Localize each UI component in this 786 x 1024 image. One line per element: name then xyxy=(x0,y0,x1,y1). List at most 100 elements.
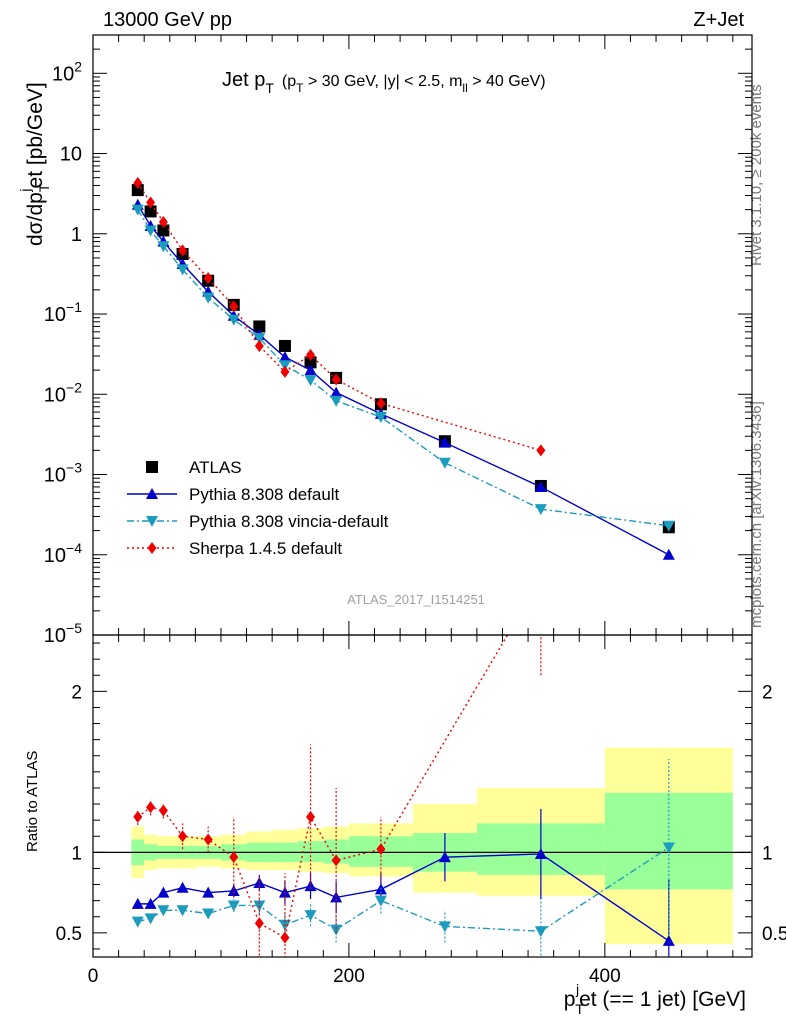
stat-uncertainty-band xyxy=(604,792,733,890)
pythia-8-308-default-ratio-point xyxy=(304,880,317,892)
pythia-8-308-vincia-default-ratio-point xyxy=(157,905,170,917)
pythia-8-308-default-ratio-point xyxy=(438,851,451,863)
pythia-8-308-vincia-default-ratio-point xyxy=(227,900,240,912)
ratio-y-tick-label-left: 0.5 xyxy=(56,924,82,945)
pythia-8-308-vincia-default-point xyxy=(144,225,157,237)
x-tick-label: 400 xyxy=(589,966,621,987)
pythia-8-308-vincia-default-point xyxy=(662,520,675,532)
pythia-8-308-default-ratio-point xyxy=(176,881,189,893)
sherpa-1-4-5-default-point xyxy=(146,196,156,209)
sherpa-1-4-5-default-point xyxy=(203,272,213,285)
pythia-8-308-vincia-default-point xyxy=(374,412,387,424)
plot-title-cond-open: (p xyxy=(282,73,296,90)
legend: ATLAS Pythia 8.308 default Pythia 8.308 vi… xyxy=(127,458,389,558)
sherpa-1-4-5-default-ratio-point xyxy=(203,833,213,846)
legend-marker-sherpa-1-4-5-default xyxy=(147,542,157,554)
x-axis-label-sup: j xyxy=(575,981,579,997)
legend-marker-pythia-8-308-default xyxy=(146,488,158,499)
plot-title: Jet pT (pT > 30 GeV, |y| < 2.5, mll > 40 … xyxy=(222,69,546,96)
mcplots-label: mcplots.cern.ch [arXiv:1306.3436] xyxy=(748,401,765,628)
sherpa-1-4-5-default-ratio-point xyxy=(331,854,341,867)
ratio-uncertainty-bands xyxy=(131,747,733,945)
pythia-8-308-default-ratio-point xyxy=(157,886,170,898)
sherpa-1-4-5-default-point xyxy=(536,444,546,457)
plot-title-cond-sub: T xyxy=(296,81,304,95)
pythia-8-308-vincia-default-line xyxy=(137,209,669,527)
sherpa-1-4-5-default-point xyxy=(178,244,188,257)
process-label: Z+Jet xyxy=(693,9,744,31)
plot-title-sub: T xyxy=(265,80,274,96)
pythia-8-308-vincia-default-point xyxy=(131,204,144,216)
sherpa-1-4-5-default-point xyxy=(158,216,168,229)
plot-title-cond-rest: > 30 GeV, |y| < 2.5, m xyxy=(304,73,463,90)
ratio-y-tick-label-left: 2 xyxy=(71,682,82,703)
pythia-8-308-vincia-default-ratio-point xyxy=(202,908,215,920)
y-tick-label: 10−5 xyxy=(44,620,82,647)
x-tick-label: 200 xyxy=(333,966,365,987)
legend-label-sherpa-1-4-5-default: Sherpa 1.4.5 default xyxy=(189,539,342,558)
sherpa-1-4-5-default-point xyxy=(229,300,239,313)
atlas-point xyxy=(157,224,170,237)
pythia-8-308-vincia-default-point xyxy=(202,292,215,304)
pythia-8-308-default-ratio-point xyxy=(131,897,144,909)
y-tick-label: 10−4 xyxy=(44,540,82,567)
sherpa-1-4-5-default-ratio-point xyxy=(229,851,239,864)
atlas-point xyxy=(278,339,291,352)
ratio-y-tick-label-left: 1 xyxy=(71,843,82,864)
pythia-8-308-vincia-default-ratio-point xyxy=(534,926,547,938)
pythia-8-308-vincia-default-ratio-point xyxy=(374,895,387,907)
main-y-axis-label-sub: T xyxy=(36,183,52,192)
y-tick-label: 10−2 xyxy=(44,379,82,406)
main-panel-data xyxy=(131,176,675,560)
sherpa-1-4-5-default-ratio-point xyxy=(306,810,316,823)
pythia-8-308-vincia-default-point xyxy=(157,241,170,253)
legend-marker-atlas xyxy=(146,461,158,473)
main-y-axis-label-b: et [pb/GeV] xyxy=(24,82,47,188)
pythia-8-308-vincia-default-point xyxy=(253,333,266,345)
sherpa-1-4-5-default-ratio-point xyxy=(254,917,264,930)
pythia-8-308-default-point xyxy=(662,548,675,560)
sherpa-1-4-5-default-ratio-point xyxy=(280,931,290,944)
pythia-8-308-default-point xyxy=(304,364,317,376)
rivet-version-label: Rivet 3.1.10, ≥ 200k events xyxy=(748,84,765,266)
pythia-8-308-vincia-default-point xyxy=(176,264,189,276)
main-y-axis-label-a: dσ/dp xyxy=(24,192,47,246)
pythia-8-308-default-point xyxy=(278,351,291,363)
sherpa-1-4-5-default-point xyxy=(280,365,290,378)
y-tick-label: 10−3 xyxy=(44,460,82,487)
main-y-axis-label: dσ/dpTjet [pb/GeV] xyxy=(17,82,52,246)
sherpa-1-4-5-default-ratio-point xyxy=(146,801,156,814)
sherpa-1-4-5-default-ratio-point xyxy=(536,573,545,585)
sherpa-1-4-5-default-ratio-line xyxy=(137,635,509,939)
legend-label-atlas: ATLAS xyxy=(189,458,242,477)
ratio-y-tick-label-right: 1 xyxy=(762,843,773,864)
pythia-8-308-vincia-default-ratio-point xyxy=(176,905,189,917)
pythia-8-308-vincia-default-point xyxy=(304,375,317,387)
x-axis-label-sub: T xyxy=(575,1001,584,1017)
axes: 0 200 400 102 10 1 10−1 10−2 10−3 10−4 10−5 0.5 0.5 1… xyxy=(44,34,786,987)
sherpa-1-4-5-default-point xyxy=(133,176,143,189)
main-y-axis-label-sup: j xyxy=(17,188,33,192)
atlas-point xyxy=(304,356,317,369)
pythia-8-308-default-point xyxy=(330,386,343,398)
ratio-y-tick-label-right: 2 xyxy=(762,682,773,703)
pythia-8-308-vincia-default-point xyxy=(227,314,240,326)
ratio-y-axis-label: Ratio to ATLAS xyxy=(24,751,41,852)
sherpa-1-4-5-default-line xyxy=(137,182,542,452)
sherpa-1-4-5-default-point xyxy=(331,373,341,386)
plot-title-cond-end: > 40 GeV) xyxy=(468,73,546,90)
pythia-8-308-default-ratio-point xyxy=(227,884,240,896)
y-tick-label: 1 xyxy=(71,224,82,246)
sherpa-1-4-5-default-ratio-point xyxy=(158,804,168,817)
y-tick-label: 102 xyxy=(52,58,82,85)
sherpa-1-4-5-default-point xyxy=(306,348,316,361)
pythia-8-308-vincia-default-point xyxy=(330,395,343,407)
pythia-8-308-default-point xyxy=(438,436,451,448)
plot-title-main: Jet p xyxy=(222,69,265,91)
legend-marker-pythia-8-308-vincia-default xyxy=(146,516,158,527)
sherpa-1-4-5-default-ratio-point xyxy=(178,830,188,843)
x-axis-label-a: p xyxy=(564,988,576,1011)
sherpa-1-4-5-default-point xyxy=(254,339,264,352)
pythia-8-308-default-ratio-point xyxy=(144,897,157,909)
sherpa-1-4-5-default-ratio-point xyxy=(133,810,143,823)
